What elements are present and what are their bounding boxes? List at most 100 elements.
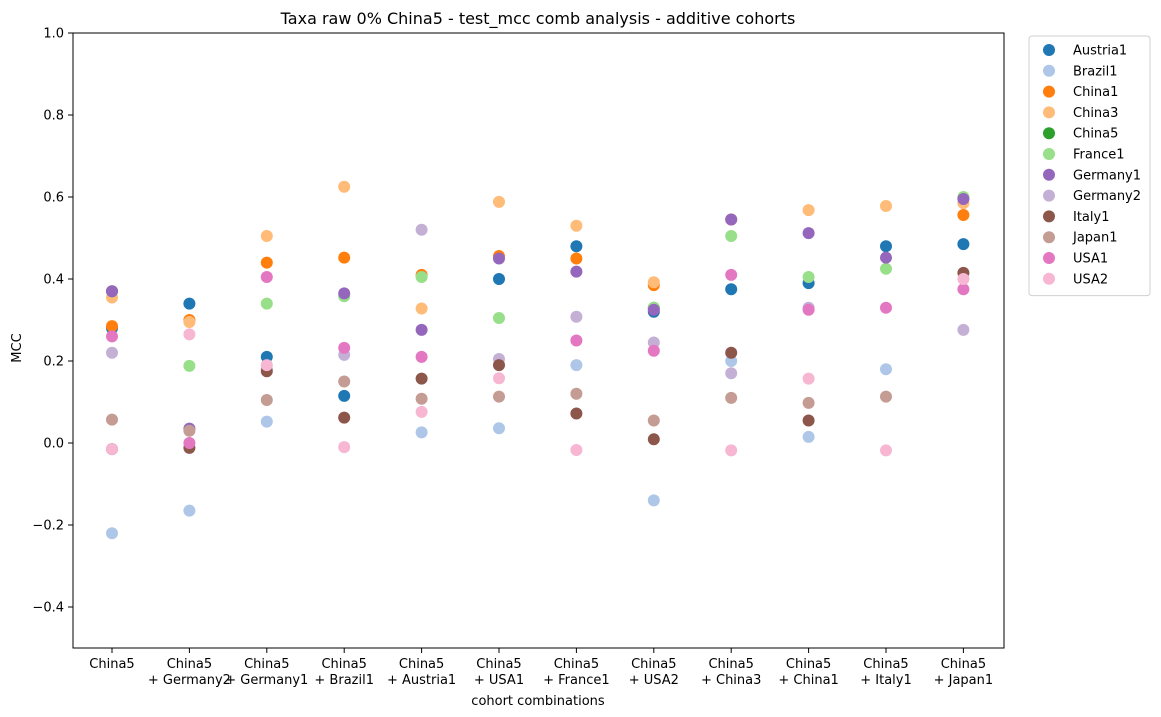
data-point-italy1 — [493, 359, 505, 372]
legend-marker-austria1 — [1043, 44, 1055, 56]
data-point-usa1 — [802, 303, 815, 316]
data-point-usa2 — [880, 444, 892, 457]
x-tick-label: China5 + Germany1 — [225, 657, 308, 688]
data-point-france1 — [493, 311, 505, 324]
data-point-china3 — [260, 229, 273, 242]
x-tick-label: China5 + China1 — [778, 657, 838, 688]
data-point-brazil1 — [647, 494, 660, 507]
data-point-china3 — [338, 180, 351, 193]
data-point-germany1 — [957, 193, 970, 206]
data-point-usa2 — [106, 443, 118, 456]
data-point-usa1 — [338, 341, 351, 354]
data-point-china1 — [957, 209, 970, 222]
data-point-germany2 — [725, 367, 738, 380]
legend-label-italy1: Italy1 — [1073, 210, 1109, 225]
legend-label-france1: France1 — [1073, 148, 1125, 163]
data-point-germany1 — [647, 303, 660, 316]
data-point-china1 — [570, 252, 583, 265]
data-point-italy1 — [647, 433, 660, 446]
data-point-usa1 — [880, 301, 892, 314]
x-tick-label: China5 + Brazil1 — [314, 657, 374, 688]
legend-label-china1: China1 — [1073, 85, 1118, 100]
legend-label-japan1: Japan1 — [1072, 231, 1118, 246]
legend-label-china3: China3 — [1073, 106, 1118, 121]
data-point-usa1 — [106, 330, 118, 343]
y-tick-label: 1.0 — [43, 27, 64, 42]
data-point-china3 — [802, 204, 815, 217]
data-point-italy1 — [415, 372, 428, 385]
legend-marker-china1 — [1043, 85, 1055, 98]
data-point-germany1 — [725, 213, 738, 226]
data-point-italy1 — [725, 346, 738, 359]
y-tick-label: 0.8 — [43, 109, 64, 124]
data-point-usa2 — [493, 372, 505, 385]
data-point-brazil1 — [802, 430, 815, 443]
data-point-japan1 — [880, 390, 892, 403]
data-point-brazil1 — [570, 359, 583, 372]
legend-label-china5: China5 — [1073, 127, 1118, 142]
y-tick-label: 0.0 — [43, 437, 64, 452]
data-point-austria1 — [260, 350, 273, 363]
data-point-france1 — [880, 262, 892, 275]
legend-label-austria1: Austria1 — [1073, 44, 1127, 59]
data-point-brazil1 — [725, 355, 738, 367]
data-point-austria1 — [570, 240, 583, 253]
data-point-germany1 — [802, 227, 815, 240]
x-tick-label: China5 + Germany2 — [148, 657, 231, 688]
plot-frame — [72, 32, 1005, 649]
legend-label-germany1: Germany1 — [1073, 168, 1141, 183]
data-point-germany2 — [570, 310, 583, 323]
y-tick-label: 0.4 — [43, 273, 64, 288]
data-point-brazil1 — [493, 422, 505, 435]
data-point-usa1 — [647, 344, 660, 357]
legend-marker-china3 — [1043, 106, 1055, 119]
data-point-france1 — [802, 270, 815, 283]
data-point-germany1 — [338, 287, 351, 300]
data-point-usa1 — [957, 283, 970, 296]
data-point-china3 — [415, 302, 428, 315]
plot-area — [106, 180, 970, 540]
data-point-usa2 — [183, 328, 196, 341]
data-point-germany2 — [415, 223, 428, 236]
legend-marker-france1 — [1043, 148, 1055, 160]
legend-marker-japan1 — [1043, 231, 1055, 244]
data-point-china3 — [183, 316, 196, 329]
legend-marker-usa2 — [1043, 272, 1055, 285]
data-point-austria1 — [338, 389, 351, 402]
y-axis-label: MCC — [10, 333, 25, 362]
data-point-france1 — [415, 270, 428, 283]
data-point-china1 — [106, 320, 118, 333]
data-point-austria1 — [880, 240, 892, 253]
data-point-germany1 — [880, 251, 892, 264]
data-point-usa2 — [260, 359, 273, 372]
data-point-usa2 — [957, 273, 970, 285]
y-tick-label: 0.2 — [43, 355, 64, 370]
data-point-germany2 — [106, 346, 118, 359]
legend-label-brazil1: Brazil1 — [1073, 64, 1118, 79]
data-point-china3 — [493, 195, 505, 208]
data-point-china3 — [880, 200, 892, 213]
data-point-austria1 — [957, 238, 970, 251]
legend-marker-brazil1 — [1043, 64, 1055, 77]
data-point-germany2 — [957, 323, 970, 336]
legend-marker-germany2 — [1043, 189, 1055, 202]
data-point-france1 — [725, 229, 738, 242]
data-point-italy1 — [802, 414, 815, 427]
data-point-france1 — [183, 359, 196, 372]
x-tick-label: China5 + USA2 — [629, 657, 679, 688]
data-point-austria1 — [493, 273, 505, 285]
data-point-japan1 — [106, 413, 118, 426]
data-point-germany1 — [493, 252, 505, 265]
data-point-brazil1 — [415, 426, 428, 439]
data-point-usa1 — [260, 270, 273, 283]
x-tick-label: China5 + USA1 — [474, 657, 524, 688]
data-point-germany1 — [106, 285, 118, 298]
x-tick-label: China5 + Austria1 — [387, 657, 456, 688]
data-point-usa1 — [415, 350, 428, 363]
x-axis-label: cohort combinations — [471, 694, 605, 709]
data-point-italy1 — [338, 411, 351, 424]
chart-title: Taxa raw 0% China5 - test_mcc comb analy… — [280, 9, 796, 29]
data-point-usa2 — [338, 441, 351, 454]
data-point-france1 — [260, 297, 273, 310]
